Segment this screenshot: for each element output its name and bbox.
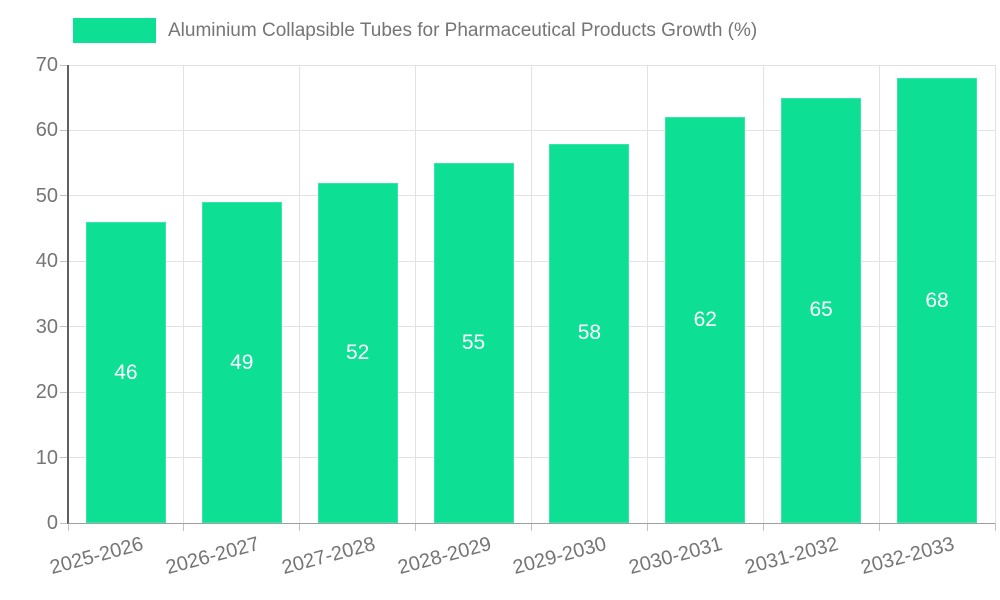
y-tick-label: 50 <box>35 184 58 207</box>
y-tick-label: 60 <box>35 119 58 142</box>
gridline-v <box>415 65 417 523</box>
x-tick <box>299 523 301 531</box>
x-tick <box>183 523 185 531</box>
x-tick <box>531 523 532 531</box>
legend: Aluminium Collapsible Tubes for Pharmace… <box>73 18 757 43</box>
y-tick <box>60 129 68 131</box>
x-tick <box>762 523 764 531</box>
y-tick <box>60 260 68 262</box>
x-tick <box>67 523 69 531</box>
bar-value-label: 55 <box>461 331 486 355</box>
x-tick <box>994 523 996 531</box>
bar-value-label: 52 <box>346 340 370 364</box>
bar-value-label: 58 <box>577 321 602 345</box>
bar-value-label: 68 <box>925 288 949 312</box>
gridline-v <box>531 65 532 523</box>
y-tick-label: 0 <box>46 512 58 534</box>
y-tick-label: 70 <box>35 54 58 76</box>
y-tick <box>60 391 68 393</box>
y-tick-label: 40 <box>35 250 58 273</box>
x-tick <box>878 523 880 531</box>
gridline-v <box>878 65 880 523</box>
bar <box>665 117 746 523</box>
bar <box>433 163 514 523</box>
y-tick <box>60 326 68 328</box>
gridline-v <box>994 65 996 523</box>
x-axis-line <box>68 522 995 524</box>
bar-value-label: 46 <box>114 360 138 384</box>
y-axis-line <box>66 65 69 524</box>
bar-value-label: 62 <box>693 308 717 332</box>
bar <box>897 78 978 523</box>
legend-swatch <box>73 18 156 43</box>
bar <box>781 97 862 523</box>
y-tick <box>60 195 68 197</box>
gridline-v <box>762 65 764 523</box>
y-tick-label: 10 <box>35 446 58 469</box>
y-tick <box>60 64 68 66</box>
bar <box>317 182 398 523</box>
x-tick <box>415 523 417 531</box>
gridline-v <box>646 65 648 523</box>
bar <box>201 202 282 523</box>
y-tick <box>60 522 68 524</box>
y-tick-label: 20 <box>35 381 58 404</box>
bar <box>85 222 166 523</box>
bar <box>549 143 630 523</box>
bar-value-label: 49 <box>230 350 254 374</box>
legend-label: Aluminium Collapsible Tubes for Pharmace… <box>168 19 758 41</box>
x-tick <box>646 523 648 531</box>
y-tick <box>60 457 68 459</box>
gridline-v <box>183 65 185 523</box>
y-tick-label: 30 <box>35 315 58 338</box>
gridline-v <box>299 65 301 523</box>
bar-value-label: 65 <box>809 298 833 322</box>
